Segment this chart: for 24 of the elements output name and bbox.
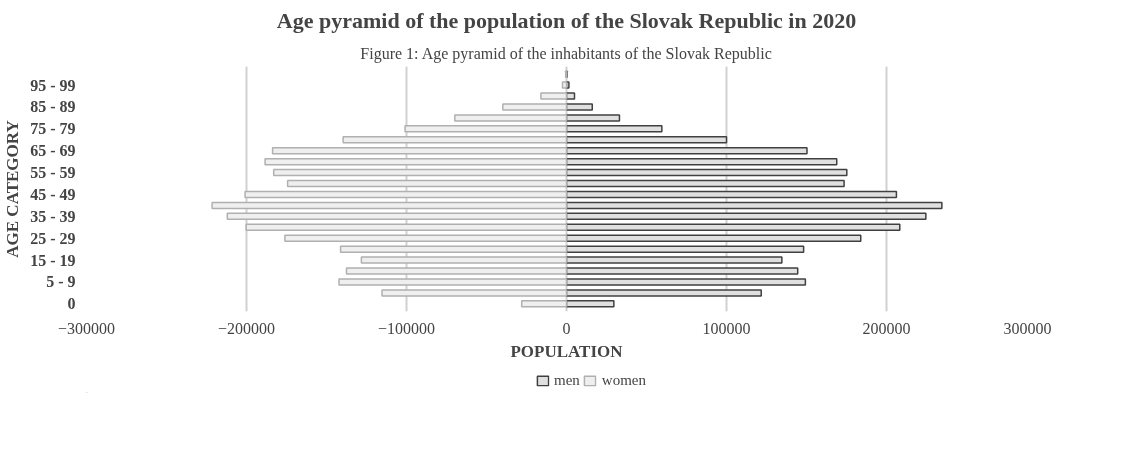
y-tick-label: 15 - 19 — [30, 251, 76, 269]
x-axis-title: POPULATION — [510, 341, 624, 361]
y-tick-label: 45 - 49 — [30, 185, 76, 203]
x-tick-label: 0 — [562, 319, 571, 337]
x-tick-label: −100000 — [377, 319, 436, 337]
y-tick-label: 35 - 39 — [30, 207, 76, 225]
caption: Figure 1: Age pyramid of the inhabitants of the Slovak Republic — [360, 44, 772, 63]
x-tick-label: −300000 — [57, 319, 116, 337]
chart-title: Age pyramid of the population of the Slovak Republic in 2020 — [276, 7, 857, 33]
y-tick-label: 5 - 9 — [46, 273, 76, 291]
y-tick-label: 65 - 69 — [30, 142, 76, 160]
x-tick-label: −200000 — [217, 319, 276, 337]
y-tick-label: 25 - 29 — [30, 229, 76, 247]
y-axis-title: AGE CATEGORY — [3, 120, 23, 258]
legend-label: women — [601, 371, 646, 389]
legend-label: men — [554, 371, 580, 389]
y-tick-label: 75 - 79 — [30, 120, 76, 138]
x-tick-label: 300000 — [1003, 319, 1052, 337]
x-tick-label: 200000 — [862, 319, 911, 337]
y-tick-label: 85 - 89 — [30, 98, 76, 116]
y-tick-label: 55 - 59 — [30, 164, 76, 182]
x-tick-label: 100000 — [702, 319, 751, 337]
y-tick-label: 95 - 99 — [30, 76, 76, 94]
y-tick-label: 0 — [67, 295, 76, 313]
